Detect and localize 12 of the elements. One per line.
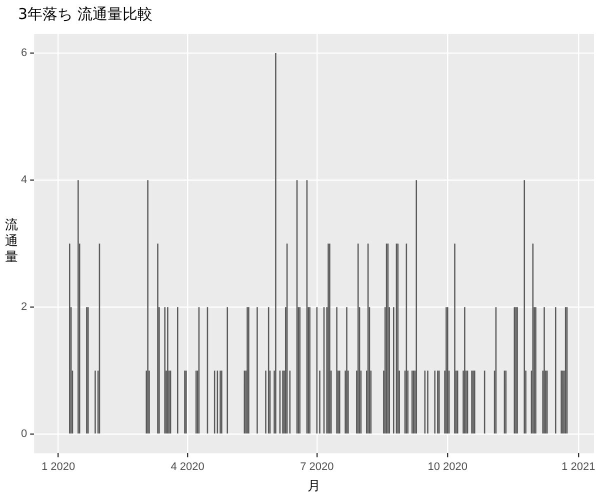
x-tick-label: 4 2020 bbox=[170, 460, 204, 473]
x-tick-label: 10 2020 bbox=[428, 460, 468, 473]
x-tick-label: 1 2020 bbox=[41, 460, 76, 473]
y-tick-label: 2 bbox=[20, 301, 28, 314]
chart-title: 3年落ち 流通量比較 bbox=[18, 4, 152, 23]
x-axis-title: 月 bbox=[308, 478, 321, 493]
y-tick-label: 0 bbox=[20, 428, 28, 440]
y-tick-label: 4 bbox=[20, 174, 28, 186]
y-axis-title: 流通量 bbox=[5, 218, 18, 266]
x-tick-label: 1 2021 bbox=[562, 460, 596, 473]
y-tick-label: 6 bbox=[20, 47, 28, 60]
x-tick-label: 7 2020 bbox=[300, 460, 334, 473]
